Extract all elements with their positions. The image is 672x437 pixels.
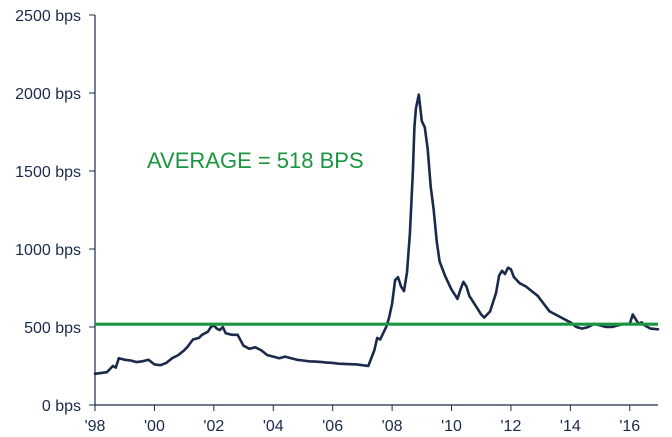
average-annotation: AVERAGE = 518 BPS	[147, 148, 364, 173]
x-tick-label: '06	[322, 418, 343, 435]
x-tick-label: '00	[144, 418, 165, 435]
x-tick-label: '08	[382, 418, 403, 435]
y-tick-label: 2000 bps	[15, 86, 81, 103]
x-tick-label: '16	[619, 418, 640, 435]
y-tick-label: 0 bps	[42, 398, 81, 415]
series-line	[93, 93, 660, 376]
axes: 0 bps 500 bps 1000 bps 1500 bps 2000 bps 2500…	[15, 8, 658, 435]
x-tick-label: '14	[560, 418, 581, 435]
x-tick-label: '12	[501, 418, 522, 435]
y-tick-label: 500 bps	[24, 320, 81, 337]
x-tick-label: '04	[263, 418, 284, 435]
x-tick-label: '98	[85, 418, 106, 435]
y-tick-label: 1000 bps	[15, 242, 81, 259]
y-tick-label: 1500 bps	[15, 164, 81, 181]
y-tick-label: 2500 bps	[15, 8, 81, 25]
x-tick-label: '10	[441, 418, 462, 435]
x-tick-label: '02	[203, 418, 224, 435]
series-layer	[93, 93, 660, 376]
